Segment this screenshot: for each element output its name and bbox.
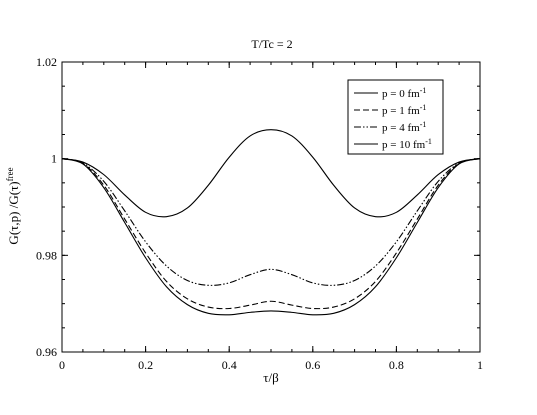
legend-entries: p = 0 fm-1p = 1 fm-1p = 4 fm-1p = 10 fm-… bbox=[354, 86, 432, 151]
x-tick-label: 0.8 bbox=[389, 358, 404, 372]
series-layer bbox=[61, 129, 481, 316]
y-tick-label: 0.96 bbox=[36, 345, 57, 359]
y-tick-label: 0.98 bbox=[36, 248, 57, 262]
legend-label-1: p = 0 fm-1 bbox=[382, 86, 426, 100]
legend-label-3: p = 4 fm-1 bbox=[382, 120, 426, 134]
y-axis-label: G(τ,p) /G(τ)free bbox=[5, 167, 21, 244]
legend-label-superscript: -1 bbox=[420, 86, 427, 95]
y-tick-label: 1.02 bbox=[36, 55, 57, 69]
x-tick-label: 0.6 bbox=[305, 358, 320, 372]
legend-label-4: p = 10 fm-1 bbox=[382, 137, 432, 151]
series-line-1 bbox=[61, 129, 481, 218]
x-tick-label: 0 bbox=[59, 358, 65, 372]
y-tick-label: 1 bbox=[51, 152, 57, 166]
y-axis-label-superscript: free bbox=[5, 167, 15, 181]
legend-label-superscript: -1 bbox=[420, 120, 427, 129]
plot-area: 0 0.2 0.4 0.6 0.8 1 0.96 0.98 1 1.02 bbox=[36, 55, 483, 372]
legend-label-2: p = 1 fm-1 bbox=[382, 103, 426, 117]
x-tick-label: 1 bbox=[477, 358, 483, 372]
legend-label-text: p = 0 fm bbox=[382, 88, 420, 100]
series-line-4 bbox=[61, 158, 481, 316]
legend-label-text: p = 1 fm bbox=[382, 105, 420, 117]
y-axis-label-main: G(τ,p) /G(τ) bbox=[6, 181, 21, 244]
legend: p = 0 fm-1p = 1 fm-1p = 4 fm-1p = 10 fm-… bbox=[347, 79, 444, 155]
x-tick-label: 0.2 bbox=[138, 358, 153, 372]
x-axis-label: τ/β bbox=[263, 370, 279, 385]
legend-label-text: p = 10 fm bbox=[382, 139, 426, 151]
series-line-3 bbox=[61, 158, 481, 286]
series-line-2 bbox=[61, 158, 481, 310]
legend-label-text: p = 4 fm bbox=[382, 122, 420, 134]
legend-box bbox=[347, 79, 444, 155]
legend-label-superscript: -1 bbox=[425, 137, 432, 146]
chart-title: T/Tc = 2 bbox=[251, 37, 292, 51]
x-tick-label: 0.4 bbox=[222, 358, 237, 372]
axis-tick-labels: 0 0.2 0.4 0.6 0.8 1 0.96 0.98 1 1.02 bbox=[36, 55, 483, 372]
legend-label-superscript: -1 bbox=[420, 103, 427, 112]
